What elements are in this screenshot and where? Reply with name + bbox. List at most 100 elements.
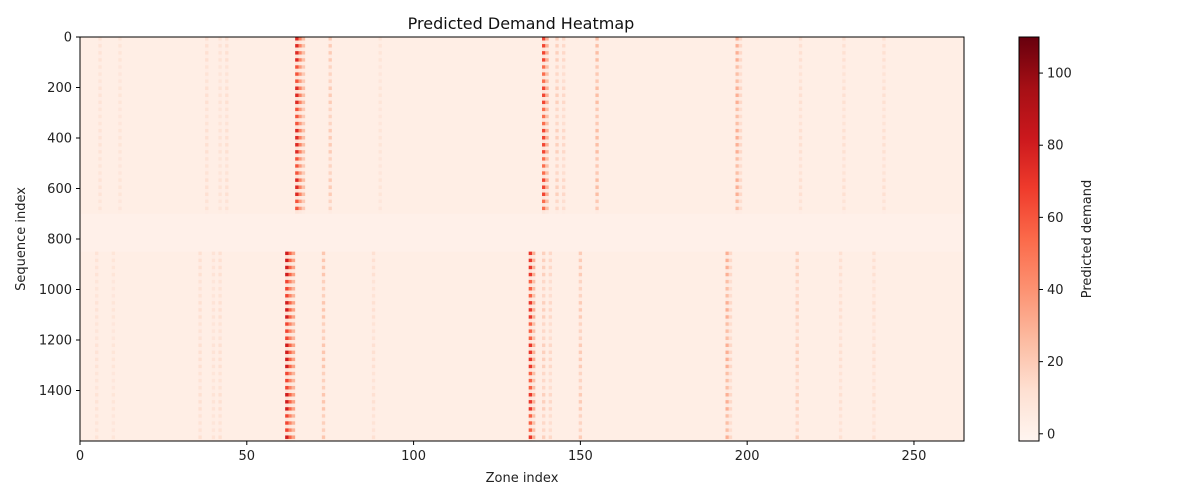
heatmap-cell	[542, 93, 546, 98]
heatmap-cell	[225, 203, 229, 207]
heatmap-cell	[218, 279, 222, 284]
heatmap-cell	[578, 431, 583, 436]
heatmap-cell	[738, 160, 743, 165]
heatmap-cell	[838, 301, 843, 305]
heatmap-cell	[872, 332, 876, 337]
heatmap-cell	[198, 343, 202, 348]
heatmap-cell	[545, 132, 549, 136]
heatmap-cell	[738, 203, 743, 207]
heatmap-cell	[371, 290, 376, 295]
heatmap-cell	[298, 100, 302, 105]
heatmap-cell	[738, 72, 743, 76]
heatmap-cell	[218, 262, 222, 266]
heatmap-cell	[555, 125, 559, 129]
heatmap-cell	[211, 301, 216, 305]
heatmap-cell	[798, 104, 803, 108]
heatmap-cell	[218, 143, 222, 147]
heatmap-cell	[298, 189, 302, 193]
heatmap-cell	[371, 297, 376, 302]
heatmap-cell	[555, 93, 559, 98]
heatmap-cell	[795, 340, 799, 344]
heatmap-cell	[545, 160, 549, 165]
heatmap-cell	[532, 276, 536, 280]
heatmap-cell	[842, 104, 846, 108]
heatmap-cell	[595, 143, 599, 147]
heatmap-cell	[838, 322, 843, 326]
heatmap-cell	[842, 68, 846, 73]
heatmap-cell	[838, 421, 843, 425]
heatmap-cell	[838, 262, 843, 266]
heatmap-cell	[371, 357, 376, 362]
heatmap-cell	[288, 382, 292, 386]
heatmap-cell	[218, 174, 222, 179]
heatmap-cell	[371, 269, 376, 273]
heatmap-cell	[738, 206, 743, 211]
heatmap-cell	[218, 336, 222, 340]
heatmap-cell	[725, 428, 729, 432]
heatmap-cell	[548, 265, 553, 270]
heatmap-cell	[795, 297, 799, 302]
heatmap-cell	[295, 97, 299, 101]
heatmap-cell	[378, 125, 382, 129]
heatmap-cell	[545, 157, 549, 161]
colorbar-tick-label: 80	[1047, 139, 1064, 154]
heatmap-cell	[542, 286, 546, 291]
heatmap-cell	[95, 251, 99, 256]
heatmap-cell	[118, 100, 122, 105]
heatmap-cell	[738, 178, 743, 182]
heatmap-cell	[725, 329, 729, 333]
heatmap-cell	[728, 286, 733, 291]
heatmap-cell	[532, 424, 536, 429]
heatmap-cell	[728, 290, 733, 295]
heatmap-cell	[328, 196, 332, 200]
heatmap-cell	[872, 272, 876, 277]
heatmap-cell	[562, 79, 566, 83]
heatmap-cell	[882, 51, 886, 55]
heatmap-cell	[842, 121, 846, 126]
heatmap-cell	[545, 189, 549, 193]
heatmap-cell	[595, 150, 599, 154]
heatmap-cell	[578, 262, 583, 266]
heatmap-cell	[291, 332, 296, 337]
heatmap-cell	[291, 414, 296, 418]
heatmap-cell	[211, 262, 216, 266]
heatmap-cell	[225, 139, 229, 144]
heatmap-cell	[378, 174, 382, 179]
heatmap-cell	[872, 393, 876, 397]
heatmap-cell	[211, 414, 216, 418]
heatmap-cell	[542, 357, 546, 362]
heatmap-cell	[555, 107, 559, 112]
heatmap-cell	[95, 272, 99, 277]
heatmap-cell	[795, 308, 799, 312]
heatmap-cell	[545, 150, 549, 154]
y-tick-label: 800	[47, 233, 72, 248]
heatmap-cell	[298, 125, 302, 129]
heatmap-cell	[725, 361, 729, 365]
heatmap-cell	[542, 428, 546, 432]
heatmap-cell	[295, 47, 299, 52]
heatmap-cell	[838, 371, 843, 376]
heatmap-cell	[205, 72, 209, 76]
heatmap-cell	[882, 128, 886, 133]
heatmap-cell	[295, 93, 299, 98]
heatmap-cell	[291, 385, 296, 390]
heatmap-cell	[211, 290, 216, 295]
heatmap-cell	[882, 114, 886, 119]
heatmap-cell	[211, 421, 216, 425]
heatmap-cell	[555, 178, 559, 182]
heatmap-cell	[288, 311, 292, 316]
heatmap-cell	[532, 431, 536, 436]
heatmap-cell	[738, 40, 743, 45]
heatmap-cell	[98, 181, 102, 186]
heatmap-cell	[328, 171, 332, 175]
heatmap-cell	[218, 157, 222, 161]
heatmap-cell	[295, 121, 299, 126]
heatmap-cell	[218, 357, 222, 362]
heatmap-cell	[548, 350, 553, 355]
heatmap-cell	[111, 403, 116, 408]
heatmap-cell	[872, 318, 876, 323]
heatmap-cell	[98, 135, 102, 140]
heatmap-cell	[298, 153, 302, 158]
heatmap-cell	[205, 111, 209, 115]
heatmap-cell	[95, 435, 99, 439]
